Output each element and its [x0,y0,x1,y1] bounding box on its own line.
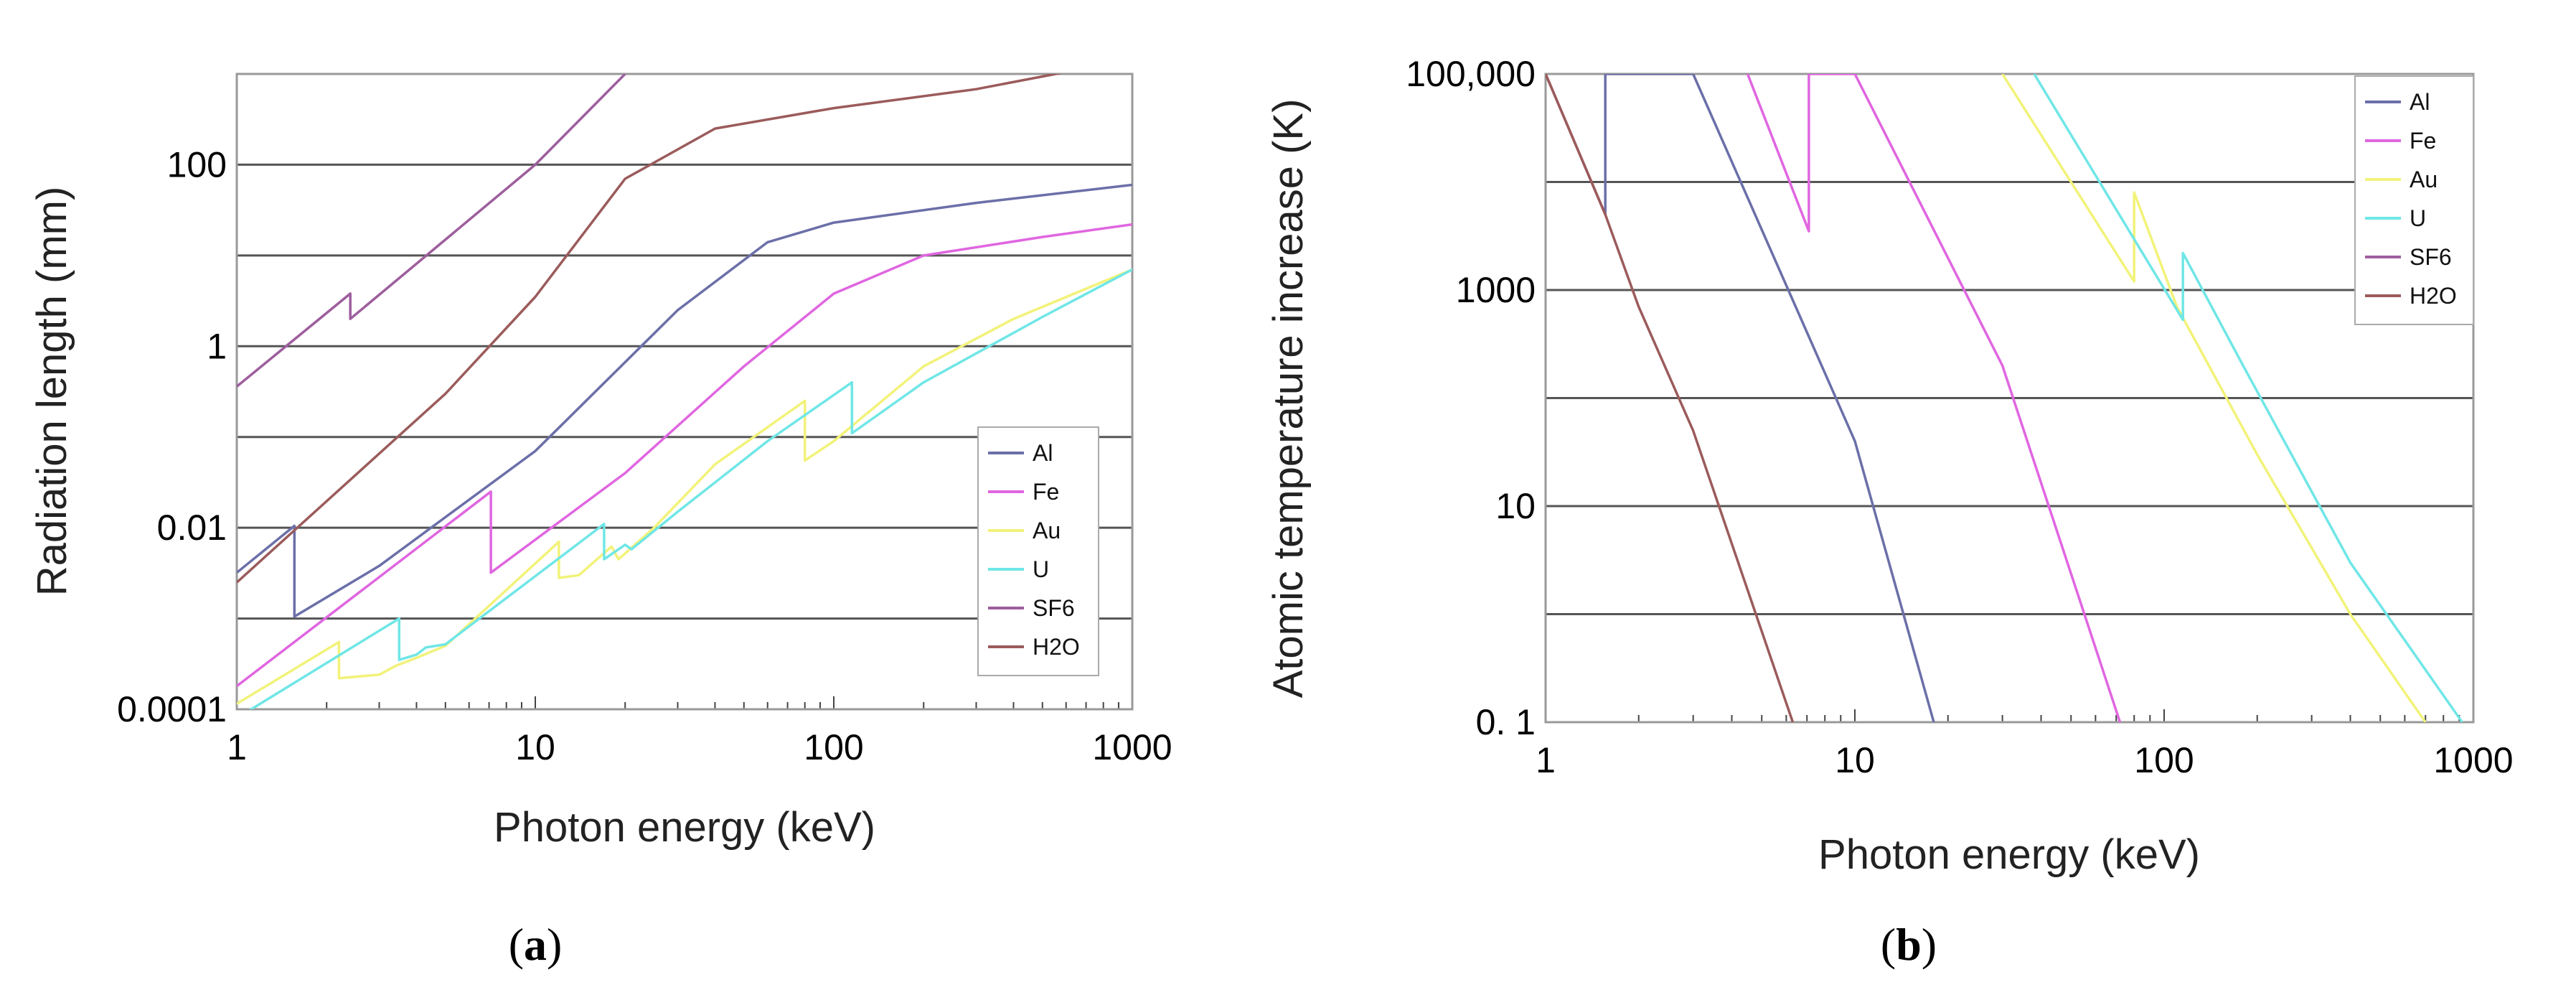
legend-label-au: Au [2410,167,2438,192]
legend-label-au: Au [1033,518,1061,543]
panel-b-chart: 0. 1 10 1000 100,000 1 10 100 1000 Photon ener… [1265,54,2514,878]
x-tick-label: 10 [1835,740,1875,780]
panel-b-legend: Al Fe Au U SF6 H2O [2354,75,2474,325]
legend-label-al: Al [1033,440,1053,466]
panel-a-gridlines [235,74,1132,711]
panel-a-x-ticks: 1 10 100 1000 [227,727,1172,767]
legend-label-u: U [1033,556,1049,582]
series-line-u [2033,74,2463,722]
panel-b-caption-letter: b [1896,919,1922,970]
x-tick-label: 100 [2134,740,2194,780]
legend-label-h2o: H2O [2410,283,2457,309]
series-line-sf6 [237,74,626,388]
series-line-h2o [237,74,1063,584]
panel-b-y-ticks: 0. 1 10 1000 100,000 [1406,54,1536,742]
panel-a-chart: 0.0001 0.01 1 100 1 10 100 1000 Photon energy … [29,73,1172,851]
panel-a-x-axis-title: Photon energy (keV) [494,804,875,851]
panel-a-caption: (a) [509,919,563,970]
panel-b-caption: (b) [1881,919,1937,970]
x-tick-label: 1 [227,727,247,767]
y-tick-label: 0.01 [157,508,227,548]
panel-a-plot-frame [235,73,1134,711]
x-tick-label: 1 [1536,740,1556,780]
legend-label-u: U [2410,205,2426,231]
x-tick-label: 10 [515,727,555,767]
series-line-fe [1746,74,2122,722]
panel-a-caption-letter: a [524,919,547,970]
series-line-au [237,268,1132,705]
legend-label-sf6: SF6 [1033,595,1075,621]
panel-b-x-ticks: 1 10 100 1000 [1536,740,2514,780]
panel-b-y-axis-title: Atomic temperature increase (K) [1265,99,1312,698]
series-line-al [237,183,1132,618]
legend-label-fe: Fe [2410,128,2436,154]
legend-label-fe: Fe [1033,479,1059,505]
y-tick-label: 0. 1 [1476,702,1536,742]
panel-a-y-ticks: 0.0001 0.01 1 100 [117,144,227,729]
x-tick-label: 1000 [2433,740,2513,780]
x-tick-label: 1000 [1092,727,1172,767]
panel-b-gridlines [1544,74,2473,724]
y-tick-label: 100 [167,144,227,184]
panel-b-series [1546,74,2463,722]
series-line-fe [237,223,1132,688]
y-tick-label: 10 [1495,486,1536,526]
series-line-h2o [1546,74,1795,722]
panel-a-y-axis-title: Radiation length (mm) [29,187,75,597]
y-tick-label: 1 [207,326,227,366]
series-line-u [248,268,1132,709]
y-tick-label: 0.0001 [117,689,227,729]
panel-a-legend: Al Fe Au U SF6 H2O [977,426,1099,676]
legend-label-al: Al [2410,89,2430,115]
legend-box [2354,75,2474,325]
legend-box [977,426,1099,676]
series-line-au [2001,74,2427,722]
panel-b-x-axis-title: Photon energy (keV) [1818,831,2200,878]
legend-label-sf6: SF6 [2410,244,2452,270]
x-tick-label: 100 [804,727,863,767]
legend-label-h2o: H2O [1033,634,1080,660]
panel-b-plot-frame [1544,73,2475,724]
y-tick-label: 100,000 [1406,54,1536,94]
y-tick-label: 1000 [1456,270,1536,310]
panel-a-series [237,74,1132,709]
series-line-al [1604,74,1935,722]
